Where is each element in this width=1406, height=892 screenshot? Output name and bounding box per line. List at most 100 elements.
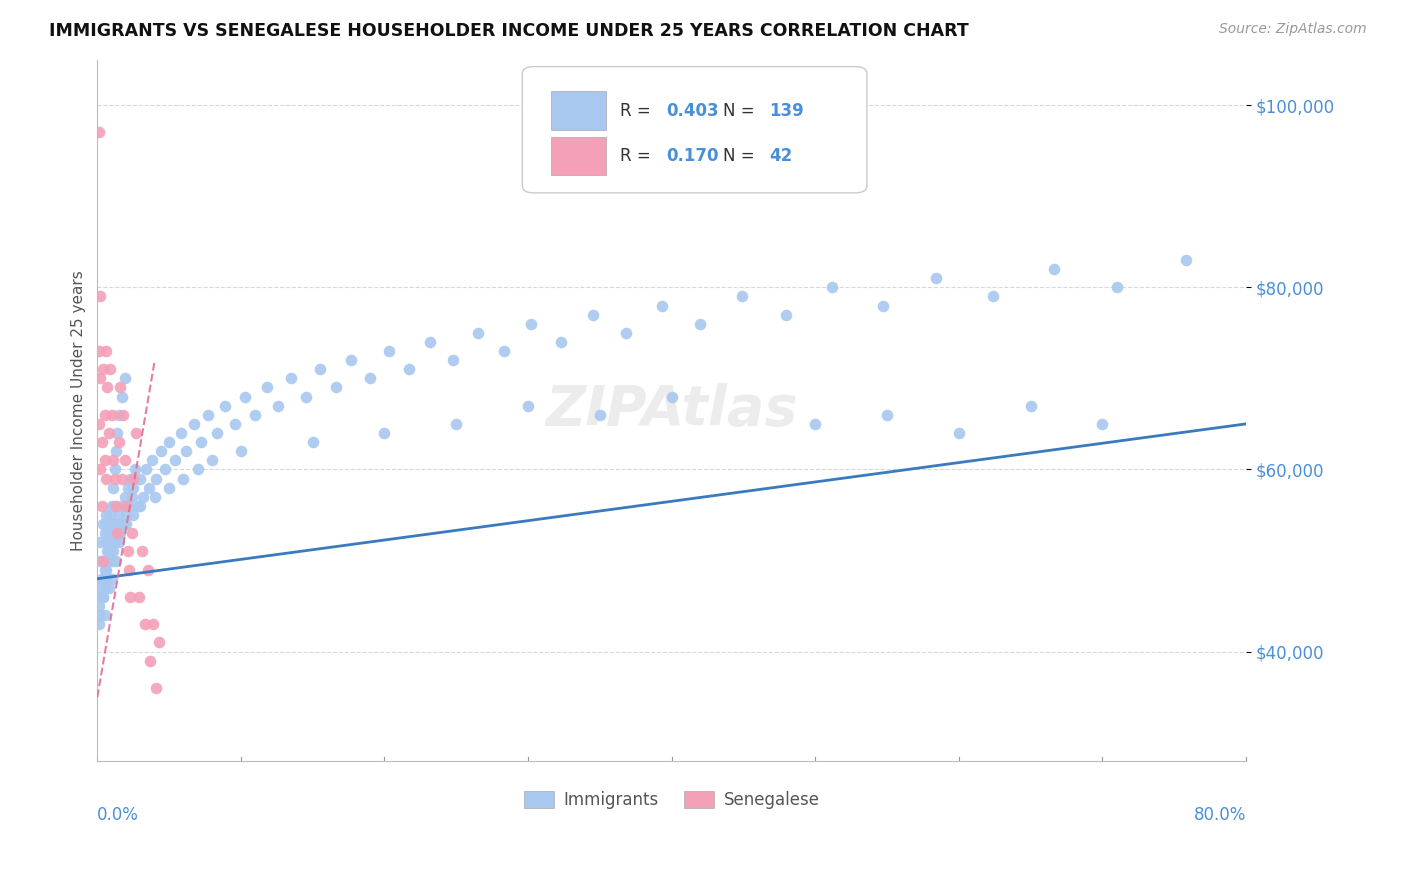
Point bbox=[87, 599, 110, 613]
Point bbox=[301, 435, 323, 450]
Point bbox=[136, 563, 159, 577]
Text: Source: ZipAtlas.com: Source: ZipAtlas.com bbox=[1219, 22, 1367, 37]
Point bbox=[169, 425, 191, 440]
Point bbox=[115, 499, 138, 513]
Text: ZIPAtlas: ZIPAtlas bbox=[546, 384, 797, 437]
Point bbox=[115, 508, 138, 522]
Point bbox=[614, 326, 637, 340]
Point bbox=[93, 553, 115, 567]
Point bbox=[100, 553, 122, 567]
Point bbox=[233, 390, 256, 404]
Point bbox=[112, 517, 135, 532]
Point bbox=[93, 408, 115, 422]
Point bbox=[89, 289, 111, 303]
Point bbox=[111, 499, 134, 513]
Point bbox=[101, 481, 124, 495]
Point bbox=[117, 544, 139, 558]
Point bbox=[163, 453, 186, 467]
Point bbox=[111, 471, 134, 485]
Point bbox=[187, 462, 209, 476]
Point bbox=[190, 435, 212, 450]
Point bbox=[87, 617, 110, 632]
Point bbox=[98, 508, 121, 522]
Point bbox=[100, 535, 122, 549]
Point bbox=[89, 535, 111, 549]
Point bbox=[340, 353, 363, 368]
Point bbox=[90, 572, 112, 586]
Point bbox=[183, 417, 205, 431]
Text: 0.0%: 0.0% bbox=[97, 806, 139, 824]
Point bbox=[872, 298, 894, 312]
Point bbox=[134, 617, 156, 632]
Point bbox=[143, 490, 166, 504]
Point bbox=[419, 334, 441, 349]
Point bbox=[129, 499, 152, 513]
Point bbox=[224, 417, 246, 431]
Point bbox=[108, 408, 131, 422]
Point bbox=[267, 399, 290, 413]
Point bbox=[93, 608, 115, 623]
Point bbox=[1091, 417, 1114, 431]
Point bbox=[122, 481, 145, 495]
Point bbox=[93, 581, 115, 595]
Point bbox=[157, 481, 180, 495]
Point bbox=[661, 390, 683, 404]
Point bbox=[135, 462, 157, 476]
Point bbox=[118, 563, 141, 577]
Point bbox=[775, 308, 797, 322]
Point bbox=[112, 408, 135, 422]
Point bbox=[96, 553, 118, 567]
Point bbox=[229, 444, 252, 458]
Point bbox=[94, 563, 117, 577]
Point bbox=[110, 380, 132, 394]
Point bbox=[103, 462, 125, 476]
Point bbox=[96, 517, 118, 532]
Point bbox=[256, 380, 278, 394]
Point bbox=[97, 535, 120, 549]
Point bbox=[100, 572, 122, 586]
Point bbox=[103, 499, 125, 513]
Point bbox=[89, 462, 111, 476]
Point bbox=[1105, 280, 1128, 294]
Point bbox=[98, 362, 121, 376]
Text: 139: 139 bbox=[769, 102, 804, 120]
Point bbox=[105, 526, 128, 541]
Point bbox=[173, 471, 195, 485]
Point bbox=[981, 289, 1004, 303]
Point bbox=[1174, 252, 1197, 267]
Point bbox=[108, 535, 131, 549]
Point bbox=[114, 453, 136, 467]
Point bbox=[121, 526, 143, 541]
Point bbox=[100, 408, 122, 422]
Point bbox=[325, 380, 347, 394]
Point bbox=[446, 417, 468, 431]
Point bbox=[205, 425, 228, 440]
Point bbox=[89, 590, 111, 604]
Legend: Immigrants, Senegalese: Immigrants, Senegalese bbox=[517, 784, 827, 815]
Point bbox=[108, 508, 131, 522]
Point bbox=[100, 526, 122, 541]
Point bbox=[114, 490, 136, 504]
Point bbox=[214, 399, 236, 413]
Text: N =: N = bbox=[723, 102, 761, 120]
Point bbox=[91, 590, 114, 604]
Point bbox=[876, 408, 898, 422]
Point bbox=[94, 553, 117, 567]
Point bbox=[157, 435, 180, 450]
Point bbox=[107, 526, 129, 541]
Point bbox=[89, 371, 111, 385]
Point bbox=[115, 517, 138, 532]
Point bbox=[201, 453, 224, 467]
Point bbox=[96, 544, 118, 558]
Point bbox=[94, 471, 117, 485]
Point bbox=[93, 453, 115, 467]
Text: 42: 42 bbox=[769, 147, 793, 165]
Point bbox=[141, 453, 163, 467]
FancyBboxPatch shape bbox=[522, 67, 868, 193]
Point bbox=[103, 535, 125, 549]
Point bbox=[132, 490, 155, 504]
Point bbox=[520, 317, 543, 331]
Point bbox=[948, 425, 970, 440]
Point bbox=[108, 526, 131, 541]
Point bbox=[582, 308, 605, 322]
